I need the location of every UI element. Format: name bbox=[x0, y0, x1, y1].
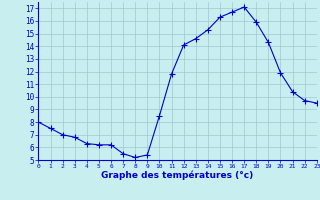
X-axis label: Graphe des températures (°c): Graphe des températures (°c) bbox=[101, 171, 254, 180]
